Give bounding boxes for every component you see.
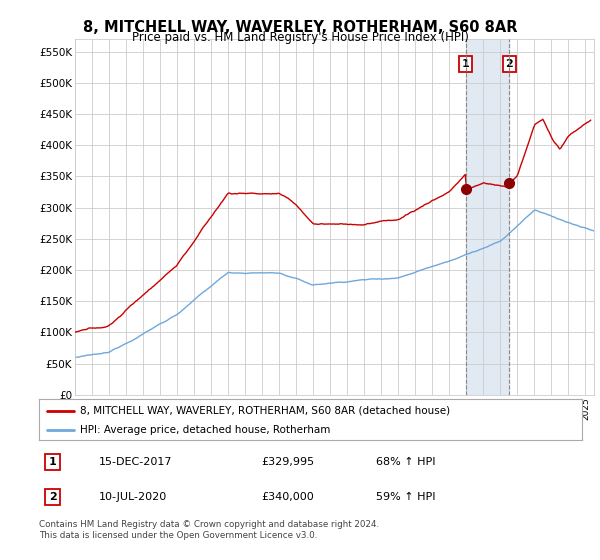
Text: HPI: Average price, detached house, Rotherham: HPI: Average price, detached house, Roth… [80, 424, 330, 435]
Bar [466, 39, 509, 395]
Text: 8, MITCHELL WAY, WAVERLEY, ROTHERHAM, S60 8AR: 8, MITCHELL WAY, WAVERLEY, ROTHERHAM, S6… [83, 20, 517, 35]
Text: 10-JUL-2020: 10-JUL-2020 [99, 492, 167, 502]
Text: 1: 1 [49, 457, 56, 467]
Text: 2: 2 [506, 59, 514, 69]
Text: £329,995: £329,995 [262, 457, 315, 467]
Text: Contains HM Land Registry data © Crown copyright and database right 2024.
This d: Contains HM Land Registry data © Crown c… [39, 520, 379, 540]
Text: 1: 1 [462, 59, 470, 69]
Text: 68% ↑ HPI: 68% ↑ HPI [376, 457, 435, 467]
Text: £340,000: £340,000 [262, 492, 314, 502]
Text: 2: 2 [49, 492, 56, 502]
Text: 59% ↑ HPI: 59% ↑ HPI [376, 492, 435, 502]
Text: 15-DEC-2017: 15-DEC-2017 [99, 457, 172, 467]
Text: Price paid vs. HM Land Registry's House Price Index (HPI): Price paid vs. HM Land Registry's House … [131, 31, 469, 44]
Text: 8, MITCHELL WAY, WAVERLEY, ROTHERHAM, S60 8AR (detached house): 8, MITCHELL WAY, WAVERLEY, ROTHERHAM, S6… [80, 405, 450, 416]
